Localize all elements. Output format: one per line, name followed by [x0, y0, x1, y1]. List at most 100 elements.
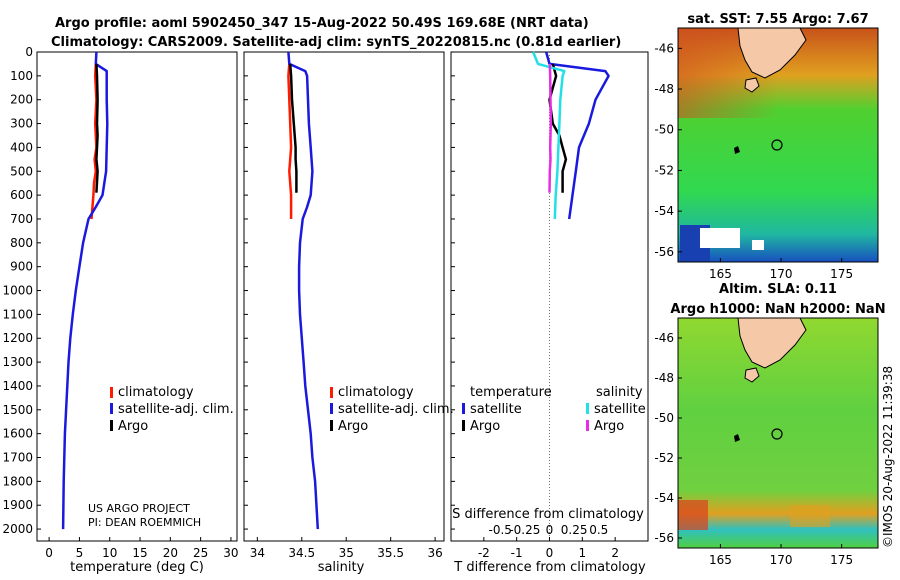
series-line-satellite-adj-clim-	[287, 51, 320, 530]
series-line-salinity-argo	[548, 63, 553, 193]
sla-map-panel: Altim. SLA: 0.11 Argo h1000: NaN h2000: …	[654, 282, 885, 567]
salinity-diff-tick-label: 0.25	[561, 523, 588, 537]
series-line-temperature-satellite	[544, 51, 610, 220]
y-tick-label: 1700	[2, 451, 33, 465]
x-tick-label: 2	[611, 546, 619, 560]
legend-title-salinity: salinity	[596, 385, 643, 400]
map-x-tick-label: 175	[830, 553, 853, 567]
y-tick-label: 1200	[2, 331, 33, 345]
legend-swatch-satellite	[330, 403, 333, 414]
map-y-tick-label: -54	[654, 491, 674, 505]
map-x-tick-label: 175	[830, 267, 853, 281]
map-y-tick-label: -46	[654, 41, 674, 55]
map-y-tick-label: -50	[654, 123, 674, 137]
x-tick-label: 35	[339, 546, 354, 560]
sst-map-frame	[677, 27, 879, 263]
x-tick-label: 1	[579, 546, 587, 560]
sla-map-x-axis: 165 170 175	[709, 544, 853, 567]
series-line-climatology	[287, 63, 293, 219]
map-x-tick-label: 170	[770, 553, 793, 567]
y-tick-label: 1900	[2, 498, 33, 512]
map-y-tick-label: -52	[654, 163, 674, 177]
x-tick-label: 0	[546, 546, 554, 560]
salinity-diff-tick-label: -0.5	[489, 523, 512, 537]
x-tick-label: 30	[223, 546, 238, 560]
header-title-line1: Argo profile: aoml 5902450_347 15-Aug-20…	[55, 16, 589, 31]
new-zealand-land	[737, 27, 807, 79]
map-y-tick-label: -54	[654, 204, 674, 218]
x-tick-label: 0	[45, 546, 53, 560]
salinity-diff-tick-label: 0.5	[589, 523, 608, 537]
y-tick-label: 1500	[2, 403, 33, 417]
depth-axis: 0 100 200 300 400 500 600 700 800 900 1000 1100 1200…	[2, 45, 455, 536]
y-tick-label: 1300	[2, 355, 33, 369]
legend-swatch-sal-argo	[586, 420, 589, 431]
temperature-xlabel: temperature (deg C)	[70, 560, 204, 575]
legend-label-sal-satellite: satellite	[594, 402, 646, 417]
x-tick-label: 5	[76, 546, 84, 560]
salinity-difference-ticks: -0.5-0.25 0 0.25 0.5	[489, 523, 609, 537]
map-y-tick-label: -52	[654, 451, 674, 465]
y-tick-label: 1100	[2, 307, 33, 321]
y-tick-label: 800	[10, 236, 33, 250]
legend-label-satellite: satellite-adj. clim.	[338, 402, 454, 417]
sst-map-panel: sat. SST: 7.55 Argo: 7.67 165 170 175 -46 -…	[654, 12, 879, 281]
header-title-line2: Climatology: CARS2009. Satellite-adj cli…	[51, 35, 621, 50]
series-line-argo	[95, 63, 99, 193]
y-tick-label: 1600	[2, 427, 33, 441]
credit-pi: PI: DEAN ROEMMICH	[88, 516, 201, 529]
y-tick-label: 1000	[2, 284, 33, 298]
series-line-satellite-adj-clim-	[61, 51, 109, 530]
legend-label-argo: Argo	[338, 419, 368, 434]
y-tick-label: 600	[10, 188, 33, 202]
y-tick-label: 2000	[2, 522, 33, 536]
sst-missing-data	[752, 240, 764, 250]
sst-missing-data	[700, 228, 740, 248]
map-y-tick-label: -56	[654, 531, 674, 545]
y-tick-label: 900	[10, 260, 33, 274]
legend-label-satellite: satellite-adj. clim.	[118, 402, 234, 417]
difference-x-axis: -2 -1 0 1 2	[478, 537, 619, 560]
salinity-axes-box	[243, 51, 445, 542]
y-tick-label: 200	[10, 93, 33, 107]
legend-label-temp-argo: Argo	[470, 419, 500, 434]
legend-swatch-argo	[110, 420, 113, 431]
series-line-argo	[288, 63, 298, 193]
x-tick-label: 35.5	[377, 546, 404, 560]
sla-map-title: Altim. SLA: 0.11	[719, 282, 837, 297]
argo-position-marker	[771, 139, 783, 151]
legend-label-climatology: climatology	[118, 385, 194, 400]
difference-panel: -2 -1 0 1 2 T difference from climatology S …	[450, 51, 649, 575]
credit-project: US ARGO PROJECT	[88, 502, 190, 515]
temperature-panel: 0100200300400500600700800900100011001200…	[2, 45, 455, 575]
salinity-legend: climatology satellite-adj. clim. Argo	[330, 385, 454, 434]
salinity-panel: 34 34.5 35 35.5 36 salinity climatology sate…	[243, 51, 454, 575]
x-tick-label: 34.5	[288, 546, 315, 560]
y-tick-label: 300	[10, 117, 33, 131]
legend-label-climatology: climatology	[338, 385, 414, 400]
salinity-diff-tick-label: 0	[546, 523, 554, 537]
temperature-series	[61, 51, 109, 530]
legend-swatch-climatology	[110, 387, 113, 398]
difference-legend: temperature salinity satellite Argo sate…	[462, 385, 646, 434]
auckland-islands	[734, 146, 740, 154]
stewart-island	[744, 367, 760, 383]
legend-swatch-sal-satellite	[586, 403, 589, 414]
legend-swatch-temp-argo	[462, 420, 465, 431]
salinity-series	[287, 51, 320, 530]
map-y-tick-label: -56	[654, 245, 674, 259]
temperature-axes-box	[36, 51, 238, 542]
y-tick-label: 400	[10, 140, 33, 154]
map-y-tick-label: -50	[654, 411, 674, 425]
legend-swatch-temp-satellite	[462, 403, 465, 414]
sst-map-title: sat. SST: 7.55 Argo: 7.67	[687, 12, 868, 27]
difference-series	[531, 51, 610, 220]
sst-map-x-axis: 165 170 175	[709, 258, 853, 281]
x-tick-label: 34	[250, 546, 265, 560]
sla-map-y-axis: -46 -48 -50 -52 -54 -56	[654, 331, 682, 545]
x-tick-label: 10	[102, 546, 117, 560]
map-x-tick-label: 165	[709, 553, 732, 567]
x-tick-label: -1	[511, 546, 523, 560]
map-x-tick-label: 165	[709, 267, 732, 281]
